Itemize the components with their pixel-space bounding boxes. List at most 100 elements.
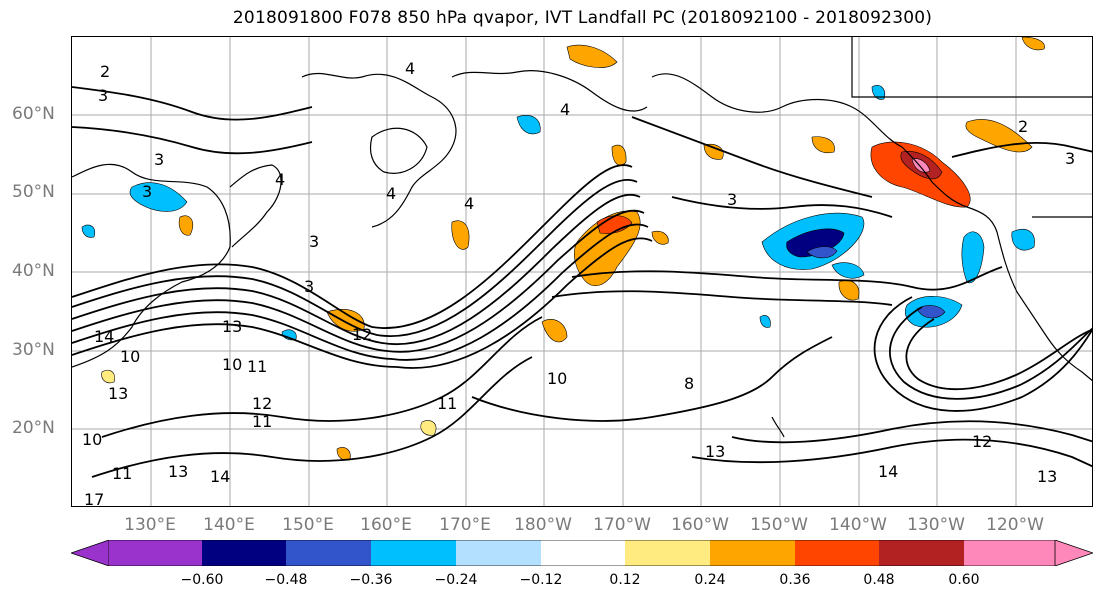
lat-label-30n: 30°N	[12, 340, 55, 360]
colorbar-segment	[202, 540, 286, 566]
positive-anomaly-patch	[101, 369, 115, 384]
shaded-anomalies	[81, 37, 1045, 461]
colorbar-tick-label: −0.36	[349, 572, 393, 588]
lon-label-160e: 160°E	[360, 515, 412, 535]
negative-anomaly-patch	[916, 305, 946, 319]
lon-label-150e: 150°E	[282, 515, 334, 535]
contour-label: 10	[222, 355, 242, 374]
lat-label-40n: 40°N	[12, 261, 55, 281]
colorbar-tick-label: −0.12	[519, 572, 563, 588]
contour-label: 3	[142, 182, 152, 201]
negative-anomaly-patch	[516, 115, 541, 135]
colorbar-extend-max	[1054, 540, 1093, 566]
map-canvas: 2 4 3 4 4 3 3 4 3 4 3 2 3 3 13 10 11 12 …	[72, 37, 1092, 506]
contour-label: 2	[100, 62, 110, 81]
positive-anomaly-patch	[838, 280, 860, 301]
colorbar-segment	[286, 540, 371, 566]
negative-anomaly-patch	[871, 85, 885, 100]
lat-label-60n: 60°N	[12, 104, 55, 124]
contour-label: 4	[275, 170, 285, 189]
lon-label-150w: 150°W	[750, 515, 808, 535]
colorbar-segment	[625, 540, 710, 566]
contour-label: 13	[168, 462, 188, 481]
negative-anomaly-patch	[831, 262, 865, 279]
contour-label: 13	[1037, 467, 1057, 486]
positive-anomaly-patch	[811, 136, 835, 154]
positive-anomaly-patch	[336, 447, 351, 461]
contour-label: 8	[684, 374, 694, 393]
colorbar	[71, 540, 1093, 566]
lon-label-140e: 140°E	[203, 515, 255, 535]
contour-label: 14	[878, 462, 898, 481]
contour-label: 13	[705, 442, 725, 461]
negative-anomaly-patch	[81, 224, 95, 238]
ivt-contours	[72, 86, 1092, 478]
colorbar-tick-label: 0.24	[694, 572, 726, 588]
contour-labels: 2 4 3 4 4 3 3 4 3 4 3 2 3 3 13 10 11 12 …	[82, 59, 1075, 506]
negative-anomaly-patch	[1011, 228, 1035, 251]
colorbar-segment	[964, 540, 1055, 566]
contour-label: 4	[405, 59, 415, 78]
negative-anomaly-patch	[961, 231, 985, 284]
lon-label-180w: 180°W	[514, 515, 572, 535]
contour-label: 2	[1018, 117, 1028, 136]
map-panel: 2 4 3 4 4 3 3 4 3 4 3 2 3 3 13 10 11 12 …	[71, 36, 1093, 507]
contour-label: 11	[247, 357, 267, 376]
lon-label-170w: 170°W	[593, 515, 651, 535]
contour-label: 11	[437, 394, 457, 413]
colorbar-tick-label: 0.36	[779, 572, 811, 588]
lat-label-20n: 20°N	[12, 418, 55, 438]
coastlines	[72, 37, 1092, 438]
positive-anomaly-patch	[326, 309, 365, 332]
contour-label: 14	[210, 467, 230, 486]
lon-label-120w: 120°W	[986, 515, 1044, 535]
colorbar-tick-label: −0.24	[434, 572, 478, 588]
contour-label: 11	[112, 464, 132, 483]
colorbar-tick-label: −0.60	[180, 572, 224, 588]
contour-label: 14	[94, 327, 114, 346]
lon-label-140w: 140°W	[829, 515, 887, 535]
contour-label: 12	[252, 394, 272, 413]
positive-anomaly-patch	[651, 230, 669, 245]
colorbar-segment	[795, 540, 879, 566]
lon-label-130e: 130°E	[124, 515, 176, 535]
positive-anomaly-patch	[178, 215, 194, 236]
colorbar-tick-label: 0.48	[863, 572, 895, 588]
negative-anomaly-patch	[129, 182, 188, 212]
colorbar-segment	[710, 540, 795, 566]
contour-label: 13	[108, 384, 128, 403]
positive-anomaly-patch	[541, 318, 568, 343]
contour-label: 3	[1065, 149, 1075, 168]
colorbar-segment	[456, 540, 541, 566]
colorbar-segment	[541, 540, 625, 566]
chart-title: 2018091800 F078 850 hPa qvapor, IVT Land…	[232, 8, 933, 28]
colorbar-tick-label: 0.12	[609, 572, 641, 588]
contour-label: 11	[252, 412, 272, 431]
positive-anomaly-patch	[611, 144, 627, 166]
contour-label: 12	[972, 432, 992, 451]
contour-label: 3	[309, 232, 319, 251]
lon-label-160w: 160°W	[671, 515, 729, 535]
contour-label: 4	[464, 194, 474, 213]
positive-anomaly-patch	[703, 144, 724, 160]
contour-label: 3	[98, 86, 108, 105]
positive-anomaly-patch	[420, 420, 437, 436]
contour-label: 3	[304, 277, 314, 296]
colorbar-tick-label: 0.60	[948, 572, 980, 588]
contour-label: 10	[547, 369, 567, 388]
contour-label: 10	[82, 430, 102, 449]
colorbar-segment	[879, 540, 964, 566]
contour-label: 4	[560, 100, 570, 119]
positive-anomaly-patch	[451, 220, 470, 250]
contour-label: 13	[222, 317, 242, 336]
contour-label: 3	[154, 150, 164, 169]
contour-label: 10	[120, 347, 140, 366]
colorbar-segment	[371, 540, 456, 566]
lon-label-170e: 170°E	[439, 515, 491, 535]
contour-label: 4	[386, 184, 396, 203]
positive-anomaly-patch	[1021, 37, 1045, 51]
negative-anomaly-patch	[759, 315, 771, 328]
contour-label: 3	[727, 190, 737, 209]
lat-label-50n: 50°N	[12, 182, 55, 202]
contour-label: 12	[352, 325, 372, 344]
